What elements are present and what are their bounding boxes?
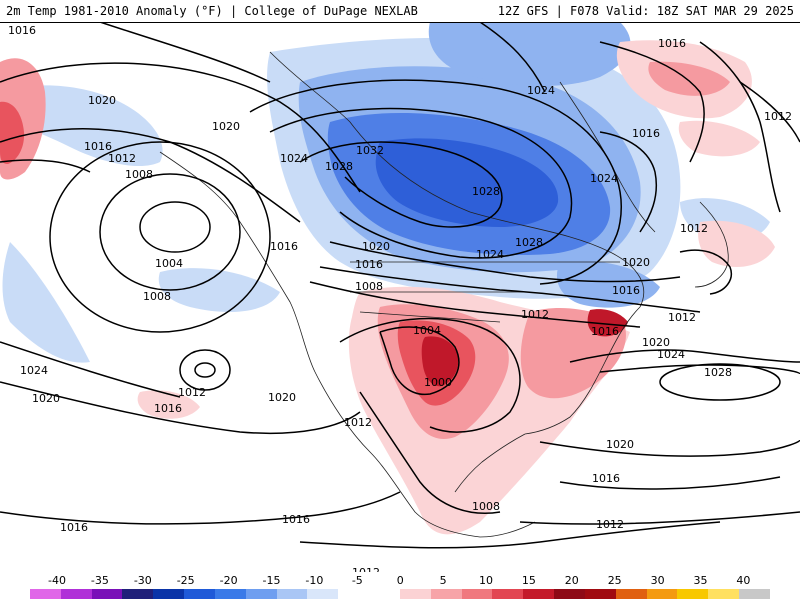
weather-map: 1016 1020 1016 1012 1008 1020 1024 1028 … (0, 22, 800, 572)
colorbar-swatch (30, 589, 61, 599)
isobar-label: 1016 (282, 513, 310, 526)
colorbar-swatch (677, 589, 709, 599)
colorbar-tick-label: -10 (305, 574, 324, 587)
colorbar-swatch (615, 589, 647, 599)
colorbar-swatch (60, 589, 92, 599)
colorbar-swatch (523, 589, 555, 599)
isobar-label: 1012 (668, 311, 696, 324)
colorbar-swatch (122, 589, 154, 599)
colorbar-swatch (184, 589, 215, 599)
colorbar-swatch (461, 589, 493, 599)
isobar-label: 1024 (527, 84, 555, 97)
isobar-label: 1016 (592, 472, 620, 485)
isobar-label: 1016 (154, 402, 182, 415)
isobar-label: 1028 (515, 236, 543, 249)
isobar-label: 1020 (268, 391, 296, 404)
colorbar-swatch (492, 589, 524, 599)
colorbar-swatch (245, 589, 277, 599)
isobar-label: 1032 (356, 144, 384, 157)
isobar-label: 1016 (8, 24, 36, 37)
isobar-label: 1000 (424, 376, 452, 389)
colorbar-swatch (214, 589, 246, 599)
isobar-label: 1020 (88, 94, 116, 107)
isobar-label: 1024 (280, 152, 308, 165)
colorbar-swatch (739, 589, 770, 599)
colorbar-swatch (338, 589, 370, 599)
isobar-label: 1020 (622, 256, 650, 269)
isobar-labels: 1016 1020 1016 1012 1008 1020 1024 1028 … (8, 24, 792, 572)
isobar-label: 1012 (352, 566, 380, 572)
isobar-label: 1020 (212, 120, 240, 133)
title-bar: 2m Temp 1981-2010 Anomaly (°F) | College… (0, 0, 800, 23)
colorbar-swatch (399, 589, 431, 599)
map-canvas: 1016 1020 1016 1012 1008 1020 1024 1028 … (0, 22, 800, 572)
colorbar-tick-label: -25 (176, 574, 195, 587)
colorbar-swatch (369, 589, 400, 599)
isobar-label: 1008 (125, 168, 153, 181)
isobar-label: 1028 (325, 160, 353, 173)
isobar-label: 1008 (355, 280, 383, 293)
colorbar-tick-label: 10 (479, 574, 493, 587)
colorbar-tick-label: 5 (439, 574, 447, 587)
colorbar-tick-label: -5 (351, 574, 363, 587)
isobar-label: 1024 (657, 348, 685, 361)
isobar-label: 1012 (680, 222, 708, 235)
warm-anomaly-shading (0, 40, 775, 535)
isobar-label: 1012 (764, 110, 792, 123)
isobar-label: 1020 (606, 438, 634, 451)
colorbar-tick-label: 0 (396, 574, 404, 587)
colorbar-swatch (91, 589, 123, 599)
isobar-label: 1012 (521, 308, 549, 321)
isobar-label: 1012 (178, 386, 206, 399)
colorbar-swatches (30, 589, 770, 599)
colorbar-swatch (708, 589, 740, 599)
isobar-label: 1020 (32, 392, 60, 405)
isobar-label: 1024 (590, 172, 618, 185)
colorbar-swatch (307, 589, 339, 599)
isobar-label: 1016 (84, 140, 112, 153)
isobar-label: 1016 (591, 325, 619, 338)
isobar-label: 1012 (596, 518, 624, 531)
colorbar-tick-label: -20 (219, 574, 238, 587)
isobar-label: 1020 (362, 240, 390, 253)
colorbar-legend: -40 -35 -30 -25 -20 -15 -10 -5 0 5 10 15 20 25 30 35 40 (0, 572, 800, 600)
colorbar-swatch (646, 589, 678, 599)
isobar-contours (0, 22, 800, 549)
model-run-info: 12Z GFS | F078 Valid: 18Z SAT MAR 29 202… (497, 4, 794, 18)
isobar-label: 1012 (344, 416, 372, 429)
colorbar-swatch (584, 589, 616, 599)
isobar-label: 1016 (60, 521, 88, 534)
isobar-label: 1016 (632, 127, 660, 140)
colorbar-tick-label: -30 (133, 574, 152, 587)
isobar-label: 1024 (476, 248, 504, 261)
colorbar-tick-label: -40 (48, 574, 66, 587)
colorbar-swatch (554, 589, 585, 599)
isobar-label: 1004 (413, 324, 441, 337)
isobar-label: 1016 (355, 258, 383, 271)
colorbar-tick-label: 20 (564, 574, 579, 587)
colorbar-tick-label: -15 (262, 574, 281, 587)
isobar-label: 1028 (472, 185, 500, 198)
isobar-label: 1028 (704, 366, 732, 379)
isobar-label: 1004 (155, 257, 183, 270)
isobar-label: 1024 (20, 364, 48, 377)
colorbar-swatch (276, 589, 308, 599)
colorbar-swatch (153, 589, 185, 599)
colorbar-tick-label: 15 (521, 574, 536, 587)
isobar-label: 1008 (472, 500, 500, 513)
colorbar-tick-label: 25 (607, 574, 622, 587)
colorbar-swatch (430, 589, 462, 599)
colorbar-tick-label: -35 (90, 574, 109, 587)
isobar-label: 1016 (612, 284, 640, 297)
colorbar-tick-label: 35 (693, 574, 708, 587)
isobar-label: 1016 (658, 37, 686, 50)
isobar-label: 1008 (143, 290, 171, 303)
isobar-label: 1020 (642, 336, 670, 349)
isobar-label: 1012 (108, 152, 136, 165)
colorbar-tick-label: 40 (736, 574, 751, 587)
isobar-label: 1016 (270, 240, 298, 253)
map-title: 2m Temp 1981-2010 Anomaly (°F) | College… (6, 4, 418, 18)
cold-anomaly-shading (0, 22, 770, 363)
colorbar-tick-label: 30 (650, 574, 665, 587)
